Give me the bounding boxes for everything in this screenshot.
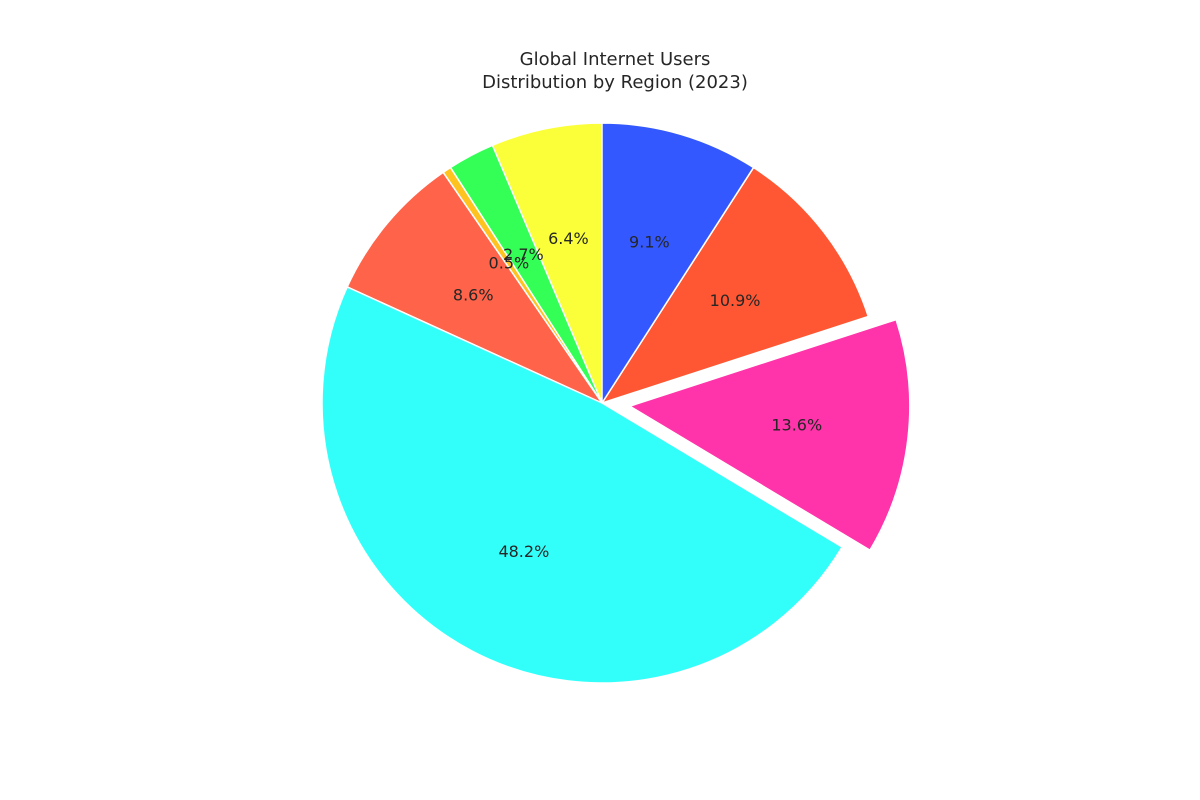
pie-slice-label-2: 0.5% xyxy=(489,254,530,273)
pie-slice-label-7: 9.1% xyxy=(629,232,670,251)
pie-slice-7 xyxy=(601,122,755,404)
pie-slice-3 xyxy=(346,171,603,404)
pie-slice-label-6: 10.9% xyxy=(710,291,761,310)
pie-slice-label-1: 2.7% xyxy=(503,245,544,264)
chart-title-line-2: Distribution by Region (2023) xyxy=(482,72,748,93)
pie-slice-6 xyxy=(601,166,870,404)
pie-slice-label-5: 13.6% xyxy=(771,416,822,435)
pie-slice-0 xyxy=(491,122,603,404)
pie-labels: 6.4%2.7%0.5% 8.6% 48.2% 13.6% 10.9% 9.1% xyxy=(453,229,822,561)
chart-title: Global Internet Users Distribution by Re… xyxy=(0,48,1200,94)
pie-slices xyxy=(321,122,911,684)
pie-slice-label-3: 8.6% xyxy=(453,286,494,305)
pie-slice-label-0: 6.4% xyxy=(548,229,589,248)
chart-title-line-1: Global Internet Users xyxy=(519,49,711,70)
pie-slice-4 xyxy=(321,286,843,684)
pie-slice-5 xyxy=(629,318,911,551)
pie-slice-label-4: 48.2% xyxy=(498,542,549,561)
